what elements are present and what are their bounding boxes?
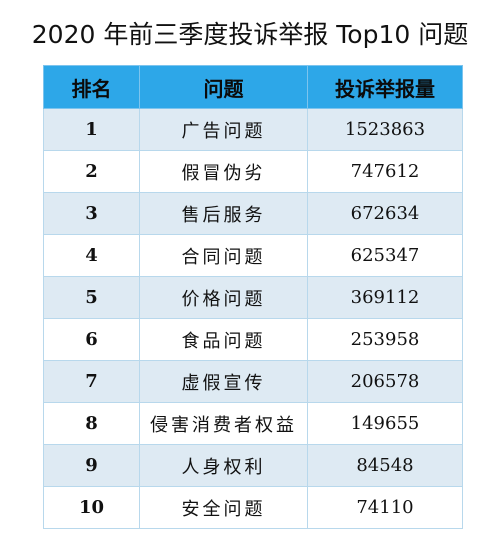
issue-cell: 安全问题 xyxy=(139,486,308,529)
issue-cell: 合同问题 xyxy=(139,234,308,277)
count-cell: 84548 xyxy=(307,444,463,487)
table-row: 4 合同问题 625347 xyxy=(43,234,463,277)
header-rank: 排名 xyxy=(43,65,140,109)
table-row: 3 售后服务 672634 xyxy=(43,192,463,235)
count-cell: 253958 xyxy=(307,318,463,361)
issue-cell: 售后服务 xyxy=(139,192,308,235)
rank-cell: 4 xyxy=(43,234,140,277)
rank-cell: 9 xyxy=(43,444,140,487)
issue-cell: 人身权利 xyxy=(139,444,308,487)
table-row: 9 人身权利 84548 xyxy=(43,444,463,487)
issue-cell: 假冒伪劣 xyxy=(139,150,308,193)
rank-cell: 5 xyxy=(43,276,140,319)
count-cell: 672634 xyxy=(307,192,463,235)
table-row: 7 虚假宣传 206578 xyxy=(43,360,463,403)
issue-cell: 价格问题 xyxy=(139,276,308,319)
table-header-row: 排名 问题 投诉举报量 xyxy=(43,65,463,109)
rank-cell: 3 xyxy=(43,192,140,235)
table-row: 6 食品问题 253958 xyxy=(43,318,463,361)
header-count: 投诉举报量 xyxy=(307,65,463,109)
table-row: 2 假冒伪劣 747612 xyxy=(43,150,463,193)
header-issue: 问题 xyxy=(139,65,308,109)
rank-cell: 8 xyxy=(43,402,140,445)
table-row: 8 侵害消费者权益 149655 xyxy=(43,402,463,445)
count-cell: 369112 xyxy=(307,276,463,319)
rank-cell: 2 xyxy=(43,150,140,193)
issue-cell: 侵害消费者权益 xyxy=(139,402,308,445)
rank-cell: 7 xyxy=(43,360,140,403)
issue-cell: 广告问题 xyxy=(139,108,308,151)
rank-cell: 1 xyxy=(43,108,140,151)
issue-cell: 虚假宣传 xyxy=(139,360,308,403)
count-cell: 747612 xyxy=(307,150,463,193)
count-cell: 625347 xyxy=(307,234,463,277)
count-cell: 1523863 xyxy=(307,108,463,151)
page-title: 2020 年前三季度投诉举报 Top10 问题 xyxy=(31,20,469,49)
count-cell: 149655 xyxy=(307,402,463,445)
table-row: 1 广告问题 1523863 xyxy=(43,108,463,151)
complaint-table: 排名 问题 投诉举报量 1 广告问题 1523863 2 假冒伪劣 747612… xyxy=(43,65,463,529)
rank-cell: 10 xyxy=(43,486,140,529)
table-row: 10 安全问题 74110 xyxy=(43,486,463,529)
rank-cell: 6 xyxy=(43,318,140,361)
issue-cell: 食品问题 xyxy=(139,318,308,361)
table-row: 5 价格问题 369112 xyxy=(43,276,463,319)
count-cell: 206578 xyxy=(307,360,463,403)
count-cell: 74110 xyxy=(307,486,463,529)
